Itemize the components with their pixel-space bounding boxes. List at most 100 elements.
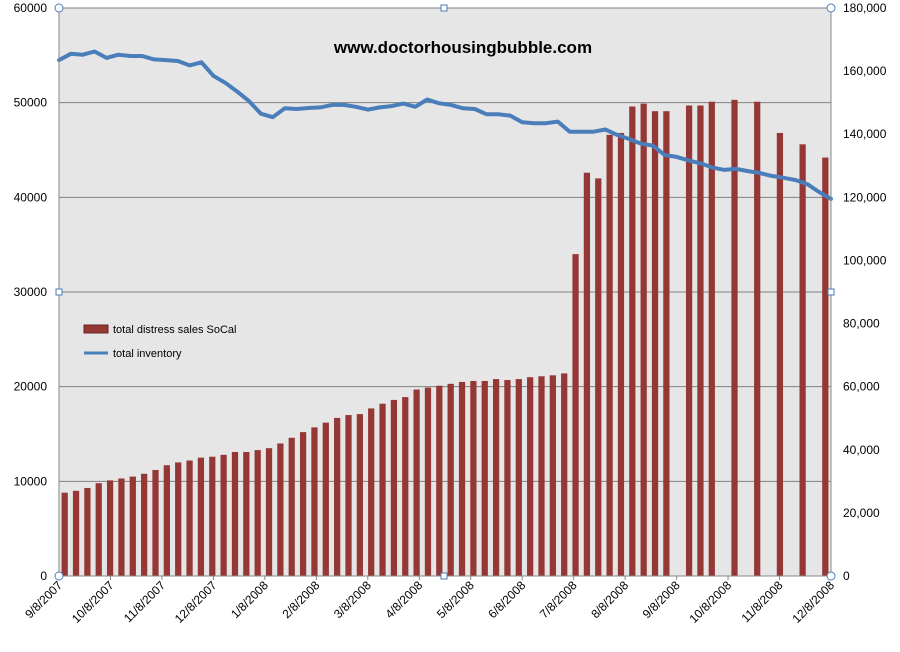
x-tick-label: 4/8/2008 bbox=[382, 578, 425, 621]
bar bbox=[402, 397, 409, 576]
bar bbox=[254, 450, 261, 576]
bar bbox=[561, 373, 568, 576]
bar bbox=[141, 473, 148, 576]
bar bbox=[163, 465, 170, 576]
x-axis-ticks: 9/8/2007 10/8/2007 11/8/2007 12/8/2007 1/8/2… bbox=[22, 576, 837, 626]
bar bbox=[277, 443, 284, 576]
bar bbox=[356, 414, 363, 576]
right-tick-label: 180,000 bbox=[843, 1, 887, 15]
bar bbox=[220, 454, 227, 576]
right-tick-label: 40,000 bbox=[843, 443, 880, 457]
bar bbox=[629, 106, 636, 576]
x-tick-label: 9/8/2007 bbox=[22, 578, 65, 621]
bar bbox=[640, 103, 647, 576]
bar bbox=[754, 101, 761, 576]
inventory-line bbox=[57, 49, 833, 201]
bar bbox=[708, 101, 715, 576]
right-tick-label: 20,000 bbox=[843, 506, 880, 520]
x-tick-label: 12/8/2008 bbox=[789, 578, 837, 626]
bar bbox=[390, 399, 398, 576]
handle-top-middle[interactable] bbox=[440, 4, 448, 12]
bar bbox=[368, 408, 375, 576]
bar bbox=[572, 254, 579, 576]
bar bbox=[186, 460, 193, 576]
bar bbox=[118, 478, 125, 576]
bar bbox=[106, 480, 114, 576]
handle-bottom-middle[interactable] bbox=[440, 572, 448, 580]
handle-top-right[interactable] bbox=[826, 3, 836, 13]
bar bbox=[265, 448, 273, 576]
x-tick-label: 3/8/2008 bbox=[331, 578, 374, 621]
x-tick-label: 8/8/2008 bbox=[588, 578, 631, 621]
bar bbox=[549, 375, 556, 576]
right-tick-label: 140,000 bbox=[843, 127, 887, 141]
right-tick-label: 60,000 bbox=[843, 380, 880, 394]
bar bbox=[129, 476, 136, 576]
bar bbox=[413, 389, 420, 576]
bar bbox=[595, 178, 602, 576]
handle-top-left[interactable] bbox=[54, 3, 64, 13]
distress-sales-bars bbox=[61, 99, 829, 577]
right-tick-label: 160,000 bbox=[843, 64, 887, 78]
right-tick-label: 0 bbox=[843, 569, 850, 583]
x-tick-label: 1/8/2008 bbox=[228, 578, 271, 621]
bar bbox=[697, 105, 704, 577]
bar bbox=[436, 385, 443, 576]
right-axis-ticks: 0 20,000 40,000 60,000 80,000 100,000 120,000 1… bbox=[843, 1, 887, 583]
bar bbox=[345, 415, 352, 576]
handle-middle-left[interactable] bbox=[55, 288, 63, 296]
bar bbox=[95, 483, 102, 576]
bar bbox=[481, 380, 488, 576]
bar bbox=[776, 132, 784, 576]
legend: total distress sales SoCal total invento… bbox=[83, 324, 237, 360]
bar bbox=[72, 490, 80, 576]
handle-bottom-left[interactable] bbox=[54, 571, 64, 581]
bar bbox=[731, 99, 738, 577]
bar bbox=[447, 383, 454, 576]
bar bbox=[504, 380, 511, 576]
bar bbox=[152, 469, 159, 576]
bar bbox=[243, 451, 250, 576]
x-tick-label: 10/8/2007 bbox=[69, 578, 117, 626]
chart-title: www.doctorhousingbubble.com bbox=[333, 38, 592, 57]
bar bbox=[288, 437, 295, 576]
x-tick-label: 11/8/2007 bbox=[121, 578, 168, 625]
bar bbox=[322, 422, 329, 576]
bar bbox=[515, 379, 522, 576]
bar bbox=[379, 403, 386, 576]
right-tick-label: 120,000 bbox=[843, 190, 887, 204]
bar bbox=[651, 111, 659, 576]
bar bbox=[299, 432, 307, 576]
x-tick-label: 12/8/2007 bbox=[172, 578, 220, 626]
legend-label-inventory: total inventory bbox=[113, 348, 182, 360]
bar bbox=[458, 381, 466, 576]
x-tick-label: 6/8/2008 bbox=[485, 578, 528, 621]
bar bbox=[663, 111, 670, 576]
handle-middle-right[interactable] bbox=[827, 288, 835, 296]
bar bbox=[197, 457, 205, 576]
bar bbox=[527, 377, 534, 576]
left-tick-label: 50000 bbox=[14, 96, 48, 110]
bar bbox=[538, 376, 545, 576]
right-tick-label: 100,000 bbox=[843, 253, 887, 267]
x-tick-label: 7/8/2008 bbox=[537, 578, 580, 621]
bar bbox=[617, 132, 625, 576]
x-tick-label: 2/8/2008 bbox=[280, 578, 323, 621]
left-tick-label: 20000 bbox=[14, 380, 48, 394]
bar bbox=[470, 380, 477, 576]
selection-handles[interactable] bbox=[54, 3, 836, 581]
legend-label-distress-sales: total distress sales SoCal bbox=[113, 324, 237, 336]
bar bbox=[583, 172, 591, 576]
left-tick-label: 40000 bbox=[14, 190, 48, 204]
bar bbox=[231, 451, 239, 576]
bar bbox=[84, 487, 91, 576]
x-tick-label: 5/8/2008 bbox=[434, 578, 477, 621]
left-tick-label: 0 bbox=[40, 569, 47, 583]
bar bbox=[209, 456, 216, 576]
handle-bottom-right[interactable] bbox=[826, 571, 836, 581]
left-tick-label: 30000 bbox=[14, 285, 48, 299]
x-tick-label: 10/8/2008 bbox=[687, 578, 735, 626]
x-tick-label: 9/8/2008 bbox=[640, 578, 683, 621]
bar bbox=[334, 417, 341, 576]
